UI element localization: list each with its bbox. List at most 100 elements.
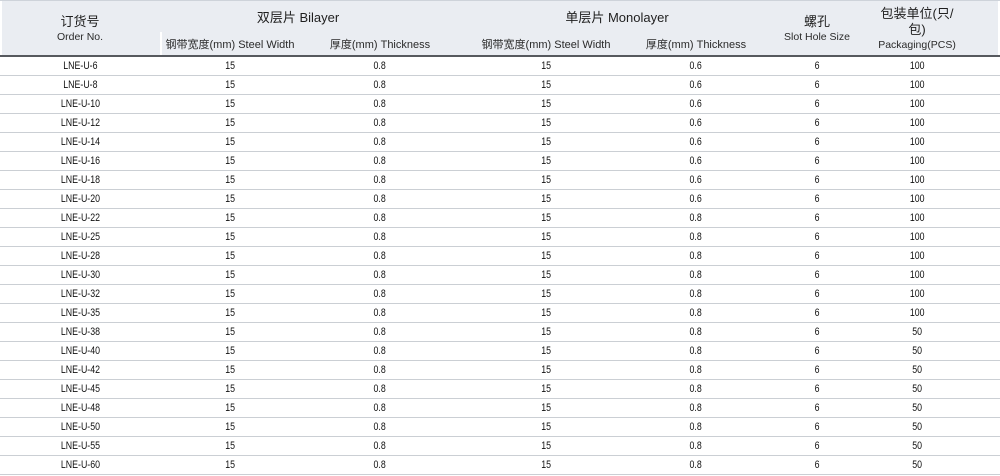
cell-value: 15: [541, 421, 551, 433]
cell-value: 0.8: [689, 326, 703, 338]
cell-bilayer-steel-width: 15: [160, 284, 300, 304]
cell-bilayer-thickness: 0.8: [300, 227, 461, 247]
cell-bilayer-thickness: 0.8: [300, 151, 461, 171]
cell-value: 0.8: [373, 345, 387, 357]
cell-monolayer-steel-width: 15: [460, 132, 633, 152]
cell-value: LNE-U-32: [60, 288, 100, 300]
cell-value: 6: [814, 60, 820, 72]
table-body: LNE-U-6 15 0.8 15 0.6 6 100 LNE-U-8 15 0.8 15 0.6 6 1…: [0, 56, 1000, 475]
cell-monolayer-steel-width: 15: [460, 322, 633, 342]
cell-bilayer-steel-width: 15: [160, 113, 300, 133]
cell-order-no: LNE-U-10: [0, 94, 160, 114]
cell-value: 15: [225, 364, 235, 376]
cell-packaging: 50: [874, 455, 1000, 475]
cell-value: 0.8: [373, 269, 387, 281]
cell-bilayer-thickness: 0.8: [300, 265, 461, 285]
cell-value: 100: [909, 60, 925, 72]
cell-value: 0.8: [373, 402, 387, 414]
cell-value: LNE-U-8: [62, 79, 98, 91]
cell-value: 100: [909, 193, 925, 205]
cell-order-no: LNE-U-48: [0, 398, 160, 418]
cell-bilayer-steel-width: 15: [160, 436, 300, 456]
cell-value: 50: [912, 345, 922, 357]
cell-order-no: LNE-U-45: [0, 379, 160, 399]
cell-slot-hole: 6: [760, 94, 875, 114]
cell-value: 0.8: [373, 117, 387, 129]
cell-value: 100: [909, 307, 925, 319]
cell-value: 6: [814, 364, 820, 376]
cell-value: 100: [909, 288, 925, 300]
cell-value: 0.8: [373, 440, 387, 452]
cell-order-no: LNE-U-42: [0, 360, 160, 380]
header-order-no: 订货号 Order No.: [0, 0, 160, 57]
cell-value: 6: [814, 326, 820, 338]
cell-value: 100: [909, 136, 925, 148]
cell-value: LNE-U-28: [60, 250, 100, 262]
cell-value: 15: [541, 60, 551, 72]
cell-value: 15: [541, 345, 551, 357]
cell-value: 15: [541, 136, 551, 148]
table-row: LNE-U-38 15 0.8 15 0.8 6 50: [0, 322, 1000, 342]
header-bilayer-steel-width-label: 钢带宽度(mm) Steel Width: [165, 38, 295, 51]
cell-value: 6: [814, 383, 820, 395]
cell-value: LNE-U-48: [60, 402, 100, 414]
header-order-no-en: Order No.: [56, 31, 104, 43]
table-row: LNE-U-25 15 0.8 15 0.8 6 100: [0, 227, 1000, 247]
cell-value: 15: [541, 231, 551, 243]
cell-monolayer-steel-width: 15: [460, 246, 633, 266]
cell-bilayer-steel-width: 15: [160, 360, 300, 380]
cell-monolayer-thickness: 0.8: [632, 265, 761, 285]
cell-value: 0.8: [689, 288, 703, 300]
cell-value: 50: [912, 364, 922, 376]
cell-monolayer-steel-width: 15: [460, 75, 633, 95]
cell-bilayer-steel-width: 15: [160, 455, 300, 475]
cell-value: 15: [225, 231, 235, 243]
cell-monolayer-thickness: 0.8: [632, 208, 761, 228]
cell-value: 0.6: [689, 136, 703, 148]
cell-value: 100: [909, 174, 925, 186]
cell-order-no: LNE-U-22: [0, 208, 160, 228]
cell-value: 0.8: [689, 421, 703, 433]
cell-value: 15: [225, 250, 235, 262]
cell-monolayer-thickness: 0.6: [632, 132, 761, 152]
cell-value: 0.8: [689, 459, 703, 471]
cell-bilayer-thickness: 0.8: [300, 360, 461, 380]
cell-value: LNE-U-6: [62, 60, 98, 72]
cell-packaging: 100: [874, 189, 1000, 209]
cell-slot-hole: 6: [760, 208, 875, 228]
cell-value: 50: [912, 421, 922, 433]
table-row: LNE-U-50 15 0.8 15 0.8 6 50: [0, 417, 1000, 437]
cell-monolayer-thickness: 0.8: [632, 246, 761, 266]
cell-value: LNE-U-60: [60, 459, 100, 471]
cell-value: 15: [225, 117, 235, 129]
cell-value: 15: [541, 269, 551, 281]
table-row: LNE-U-14 15 0.8 15 0.6 6 100: [0, 132, 1000, 152]
cell-slot-hole: 6: [760, 227, 875, 247]
cell-value: 15: [225, 212, 235, 224]
cell-value: 0.8: [373, 250, 387, 262]
cell-value: 6: [814, 193, 820, 205]
cell-monolayer-steel-width: 15: [460, 189, 633, 209]
cell-value: 15: [541, 459, 551, 471]
cell-packaging: 100: [874, 132, 1000, 152]
cell-monolayer-thickness: 0.6: [632, 189, 761, 209]
cell-value: 0.8: [373, 288, 387, 300]
cell-bilayer-steel-width: 15: [160, 341, 300, 361]
header-monolayer-steel-width: 钢带宽度(mm) Steel Width: [460, 32, 633, 57]
cell-packaging: 50: [874, 341, 1000, 361]
cell-value: 6: [814, 136, 820, 148]
cell-value: LNE-U-12: [60, 117, 100, 129]
cell-value: 6: [814, 250, 820, 262]
cell-value: 15: [541, 174, 551, 186]
cell-value: 0.6: [689, 174, 703, 186]
cell-value: 6: [814, 421, 820, 433]
cell-monolayer-thickness: 0.6: [632, 56, 761, 76]
cell-value: LNE-U-42: [60, 364, 100, 376]
cell-packaging: 50: [874, 436, 1000, 456]
cell-value: 100: [909, 250, 925, 262]
cell-bilayer-thickness: 0.8: [300, 132, 461, 152]
cell-value: 6: [814, 269, 820, 281]
cell-value: 0.8: [373, 231, 387, 243]
cell-value: 15: [225, 136, 235, 148]
cell-slot-hole: 6: [760, 303, 875, 323]
